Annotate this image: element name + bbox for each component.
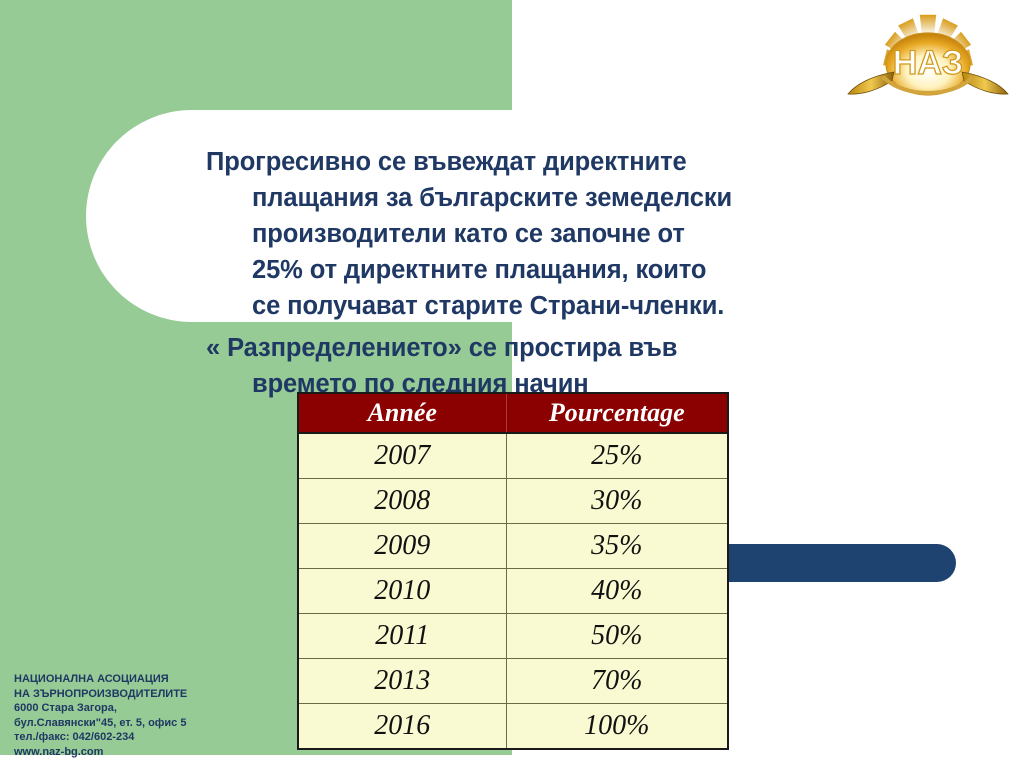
footer-website: www.naz-bg.com: [14, 745, 104, 758]
p2-line-1: « Разпределението» се простира във: [206, 334, 678, 362]
table-row: 2011 50%: [297, 613, 729, 659]
slide-body-text: Прогресивно се въвеждат директните плаща…: [206, 144, 826, 402]
table-row: 2008 30%: [297, 478, 729, 524]
p1-line-2: плащания за българските земеделски: [252, 184, 733, 212]
table-body: 2007 25% 2008 30% 2009 35% 2010 40% 2011…: [297, 432, 729, 750]
table-header: Année Pourcentage: [297, 392, 729, 434]
p1-line-1: Прогресивно се въвеждат директните: [206, 148, 687, 176]
cell-year: 2016: [297, 703, 507, 750]
table-row: 2009 35%: [297, 523, 729, 569]
cell-year: 2008: [297, 478, 507, 524]
cell-percentage: 25%: [505, 432, 729, 479]
table-row: 2007 25%: [297, 432, 729, 479]
percentage-schedule-table: Année Pourcentage 2007 25% 2008 30% 2009…: [297, 392, 729, 750]
paragraph-progressive-payments: Прогресивно се въвеждат директните плаща…: [206, 144, 826, 324]
navy-accent-bar: [723, 544, 956, 582]
naz-logo: НАЗ: [838, 2, 1018, 106]
cell-year: 2013: [297, 658, 507, 704]
table-header-row: Année Pourcentage: [297, 392, 729, 434]
footer-contact-block: НАЦИОНАЛНА АСОЦИАЦИЯ НА ЗЪРНОПРОИЗВОДИТЕ…: [14, 672, 187, 759]
cell-percentage: 40%: [505, 568, 729, 614]
p1-line-4: 25% от директните плащания, които: [252, 256, 707, 284]
table-row: 2010 40%: [297, 568, 729, 614]
cell-year: 2011: [297, 613, 507, 659]
table-row: 2013 70%: [297, 658, 729, 704]
p1-line-3: производители като се започне от: [252, 220, 685, 248]
naz-logo-icon: НАЗ: [847, 13, 1009, 96]
p1-line-5: се получават старите Страни-членки.: [252, 292, 725, 320]
white-rounded-panel: [86, 110, 726, 322]
footer-city: 6000 Стара Загора,: [14, 702, 117, 714]
cell-year: 2007: [297, 432, 507, 479]
cell-percentage: 30%: [505, 478, 729, 524]
footer-address: бул.Славянски"45, ет. 5, офис 5: [14, 716, 187, 729]
table-row: 2016 100%: [297, 703, 729, 750]
column-header-year: Année: [297, 392, 507, 434]
footer-org-line-2: НА ЗЪРНОПРОИЗВОДИТЕЛИТЕ: [14, 687, 188, 700]
footer-org-line-1: НАЦИОНАЛНА АСОЦИАЦИЯ: [14, 673, 169, 685]
paragraph-distribution: « Разпределението» се простира във време…: [206, 330, 826, 402]
cell-year: 2010: [297, 568, 507, 614]
footer-phone: тел./факс: 042/602-234: [14, 731, 135, 743]
cell-percentage: 100%: [505, 703, 729, 750]
cell-year: 2009: [297, 523, 507, 569]
cell-percentage: 35%: [505, 523, 729, 569]
cell-percentage: 70%: [505, 658, 729, 704]
naz-logo-text: НАЗ: [893, 44, 963, 82]
column-header-percentage: Pourcentage: [505, 392, 729, 434]
cell-percentage: 50%: [505, 613, 729, 659]
